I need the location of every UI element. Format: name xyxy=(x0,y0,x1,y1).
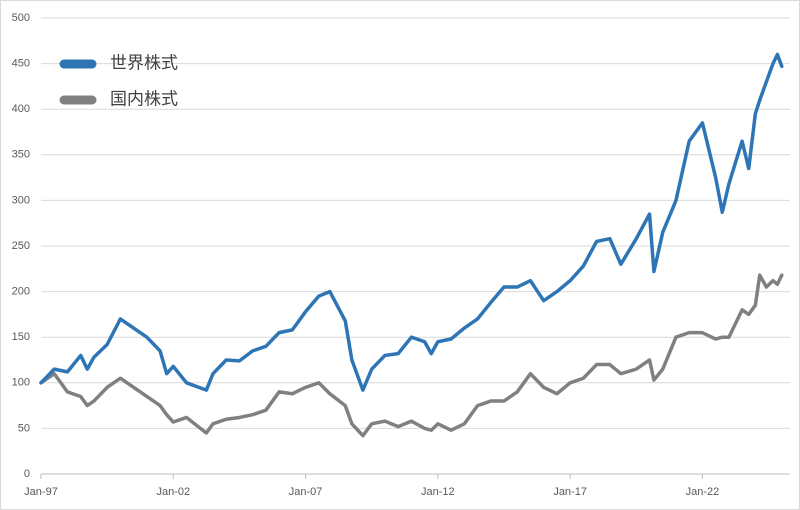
y-tick-label: 350 xyxy=(12,149,30,161)
x-tick-label: Jan-12 xyxy=(421,486,455,498)
legend-label: 世界株式 xyxy=(110,53,178,72)
y-tick-label: 100 xyxy=(12,377,30,389)
y-tick-label: 450 xyxy=(12,58,30,70)
x-tick-label: Jan-97 xyxy=(24,486,58,498)
legend-label: 国内株式 xyxy=(110,89,178,108)
line-series xyxy=(39,273,784,438)
x-tick-label: Jan-17 xyxy=(553,486,587,498)
x-tick-label: Jan-22 xyxy=(686,486,720,498)
line-series xyxy=(39,52,784,392)
y-tick-label: 200 xyxy=(12,286,30,298)
y-tick-label: 50 xyxy=(18,422,30,434)
y-tick-label: 0 xyxy=(24,468,30,480)
x-tick-label: Jan-02 xyxy=(156,486,190,498)
y-tick-label: 250 xyxy=(12,240,30,252)
y-tick-label: 150 xyxy=(12,331,30,343)
y-tick-label: 400 xyxy=(12,103,30,115)
y-tick-label: 300 xyxy=(12,194,30,206)
y-tick-label: 500 xyxy=(12,12,30,24)
x-tick-label: Jan-07 xyxy=(289,486,323,498)
